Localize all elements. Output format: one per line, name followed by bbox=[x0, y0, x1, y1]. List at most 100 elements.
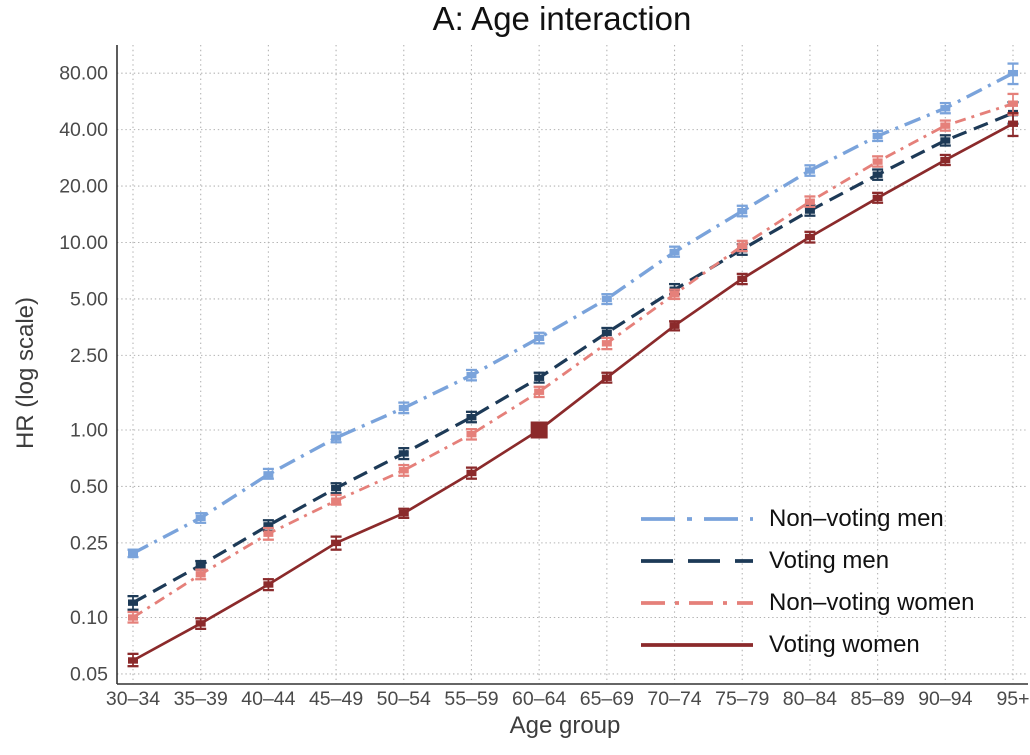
point-marker bbox=[872, 158, 883, 165]
point-marker bbox=[669, 248, 680, 256]
point-marker bbox=[804, 207, 815, 214]
y-tick-label: 0.10 bbox=[70, 607, 108, 629]
point-marker bbox=[195, 620, 206, 627]
point-marker bbox=[398, 467, 409, 474]
point-marker bbox=[195, 562, 206, 569]
point-marker bbox=[601, 340, 612, 347]
legend-item-voting-men: Voting men bbox=[641, 540, 974, 582]
point-marker bbox=[263, 581, 274, 588]
x-tick-label: 60–64 bbox=[512, 688, 566, 710]
gridlines bbox=[117, 45, 1028, 684]
point-marker bbox=[331, 434, 342, 441]
series-line bbox=[132, 71, 1014, 555]
x-tick-label: 45–49 bbox=[309, 688, 363, 710]
point-marker bbox=[128, 599, 138, 606]
y-tick-label: 10.00 bbox=[59, 232, 108, 254]
point-marker bbox=[1008, 100, 1018, 107]
legend-item-voting-women: Voting women bbox=[641, 624, 974, 666]
point-marker bbox=[466, 469, 477, 477]
y-tick-label: 80.00 bbox=[59, 63, 108, 85]
series-line bbox=[132, 111, 1014, 605]
point-marker bbox=[872, 171, 883, 178]
point-marker bbox=[1008, 120, 1018, 127]
point-marker bbox=[263, 471, 274, 478]
legend-line-swatch bbox=[641, 643, 753, 647]
x-tick-label: 95+ bbox=[996, 688, 1029, 710]
legend-label: Voting women bbox=[769, 631, 920, 658]
point-marker bbox=[940, 156, 951, 164]
legend-item-non-voting-men: Non–voting men bbox=[641, 498, 974, 540]
chart-title: A: Age interaction bbox=[432, 0, 692, 37]
legend-label: Voting men bbox=[769, 547, 890, 574]
legend-line-swatch bbox=[641, 517, 753, 521]
series-line bbox=[132, 102, 1014, 619]
point-marker bbox=[737, 275, 748, 283]
point-marker bbox=[263, 530, 274, 537]
point-marker bbox=[1008, 69, 1018, 77]
y-tick-label: 20.00 bbox=[59, 176, 108, 198]
y-tick-label: 0.25 bbox=[70, 532, 108, 554]
point-marker bbox=[195, 571, 206, 578]
point-marker bbox=[398, 509, 409, 517]
y-tick-label: 0.05 bbox=[70, 663, 108, 685]
point-marker bbox=[940, 122, 951, 129]
point-marker bbox=[601, 374, 612, 381]
x-tick-label: 90–94 bbox=[918, 688, 972, 710]
x-tick-label: 55–59 bbox=[444, 688, 498, 710]
legend-item-non-voting-women: Non–voting women bbox=[641, 582, 974, 624]
x-tick-label: 40–44 bbox=[241, 688, 295, 710]
y-tick-label: 2.50 bbox=[70, 345, 108, 367]
y-tick-label: 40.00 bbox=[59, 119, 108, 141]
point-marker bbox=[398, 404, 409, 412]
point-marker bbox=[737, 207, 748, 215]
y-axis-title: HR (log scale) bbox=[12, 296, 39, 450]
y-tick-label: 0.50 bbox=[70, 476, 108, 498]
point-marker bbox=[398, 450, 409, 457]
point-marker bbox=[669, 322, 680, 329]
legend-label: Non–voting men bbox=[769, 505, 944, 532]
y-tick-label: 1.00 bbox=[70, 420, 108, 442]
legend-label: Non–voting women bbox=[769, 589, 975, 616]
point-marker bbox=[601, 329, 612, 336]
point-marker bbox=[737, 242, 748, 250]
point-marker bbox=[263, 522, 274, 529]
series-line bbox=[132, 122, 1014, 662]
point-marker bbox=[669, 290, 680, 298]
point-marker bbox=[872, 194, 883, 202]
point-marker bbox=[331, 497, 342, 504]
point-marker bbox=[804, 167, 815, 174]
series-voting-women bbox=[127, 111, 1019, 668]
point-marker bbox=[940, 137, 951, 144]
x-axis-title: Age group bbox=[509, 712, 621, 739]
point-marker bbox=[331, 484, 342, 492]
x-tick-label: 65–69 bbox=[580, 688, 634, 710]
point-marker bbox=[128, 657, 138, 664]
point-marker bbox=[466, 430, 477, 438]
x-tick-label: 75–79 bbox=[715, 688, 769, 710]
x-tick-label: 70–74 bbox=[647, 688, 701, 710]
x-tick-label: 35–39 bbox=[174, 688, 228, 710]
x-tick-label: 80–84 bbox=[783, 688, 837, 710]
point-marker bbox=[601, 295, 612, 303]
point-marker bbox=[804, 233, 815, 241]
point-marker bbox=[534, 388, 545, 395]
point-marker bbox=[534, 374, 545, 381]
point-marker bbox=[872, 132, 883, 140]
series-non-voting-men bbox=[127, 62, 1019, 559]
point-marker bbox=[940, 105, 951, 112]
point-marker bbox=[195, 514, 206, 522]
legend-line-swatch bbox=[641, 559, 753, 563]
x-tick-label: 50–54 bbox=[377, 688, 431, 710]
point-marker bbox=[128, 614, 138, 621]
point-marker bbox=[331, 539, 342, 547]
point-marker bbox=[534, 334, 545, 342]
point-marker bbox=[466, 372, 477, 379]
point-marker bbox=[804, 198, 815, 205]
x-tick-label: 30–34 bbox=[106, 688, 160, 710]
reference-marker bbox=[530, 421, 548, 439]
legend: Non–voting men Voting men Non–voting wom… bbox=[641, 498, 974, 666]
tick-labels: 80.00 40.00 20.00 10.00 5.00 2.50 1.00 0.50 0.25… bbox=[59, 63, 1029, 710]
x-tick-label: 85–89 bbox=[850, 688, 904, 710]
